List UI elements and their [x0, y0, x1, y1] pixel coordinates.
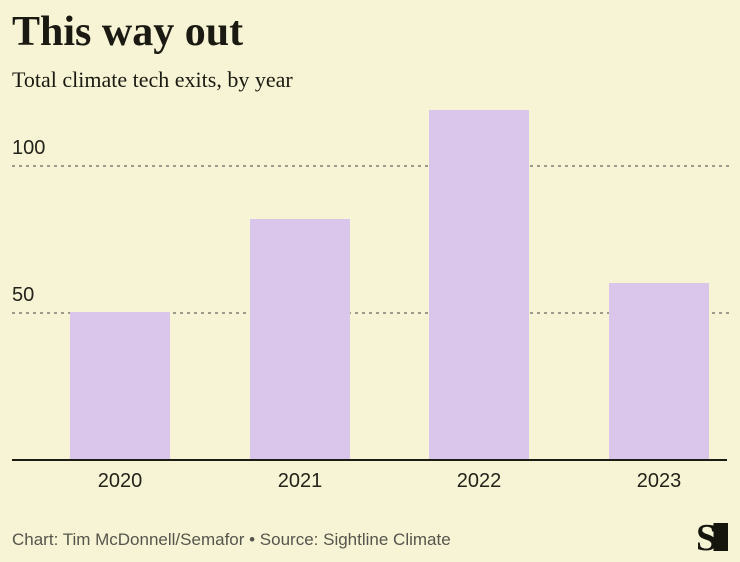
bar-2021: [250, 219, 350, 459]
gridline-50: [12, 312, 730, 314]
x-axis-tick-label: 2021: [277, 470, 323, 492]
gridline-100: [12, 165, 730, 167]
semafor-logo-letter: S: [698, 523, 717, 551]
x-axis-tick-label: 2022: [456, 470, 502, 492]
chart-title: This way out: [12, 9, 244, 55]
bar-2023: [609, 283, 709, 459]
bar-2022: [429, 110, 529, 459]
semafor-logo: S: [698, 523, 728, 551]
bar-2020: [70, 312, 170, 459]
chart-subtitle: Total climate tech exits, by year: [12, 67, 293, 92]
x-axis-tick-label: 2020: [97, 470, 143, 492]
x-axis-line: [12, 459, 727, 461]
semafor-logo-bar: [713, 523, 728, 551]
chart-credit: Chart: Tim McDonnell/Semafor • Source: S…: [12, 530, 451, 549]
y-axis-tick-label: 100: [12, 137, 46, 159]
y-axis-tick-label: 50: [12, 284, 35, 306]
x-axis-tick-label: 2023: [636, 470, 682, 492]
